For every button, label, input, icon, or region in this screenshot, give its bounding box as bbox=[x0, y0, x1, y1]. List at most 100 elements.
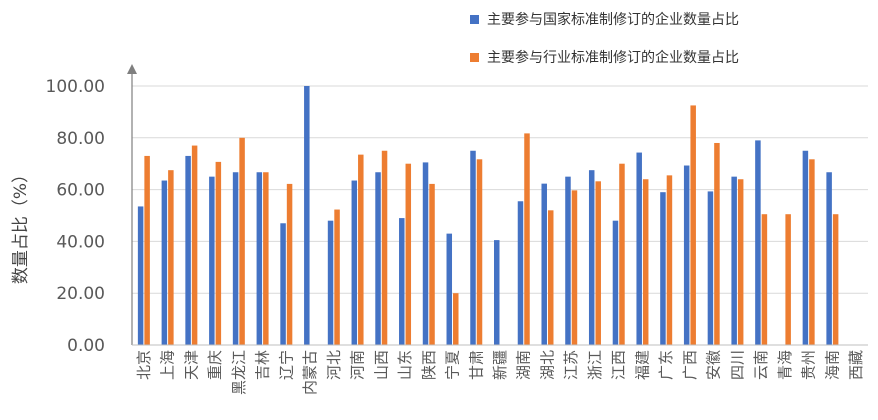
x-tick-label: 河南 bbox=[349, 350, 367, 380]
bar-industry bbox=[263, 172, 269, 345]
legend-label-industry: 主要参与行业标准制修订的企业数量占比 bbox=[487, 50, 739, 66]
bar-national bbox=[588, 170, 595, 345]
x-tick-label: 山东 bbox=[396, 350, 414, 380]
x-tick-label: 黑龙江 bbox=[230, 350, 248, 395]
bar-industry bbox=[429, 183, 435, 345]
bar-industry bbox=[334, 209, 340, 345]
bar-national bbox=[232, 172, 239, 345]
bar-national bbox=[731, 176, 737, 345]
bar-industry bbox=[619, 163, 625, 345]
legend: 主要参与国家标准制修订的企业数量占比 主要参与行业标准制修订的企业数量占比 bbox=[470, 6, 870, 82]
bar-national bbox=[446, 233, 453, 345]
bar-industry bbox=[714, 142, 720, 345]
y-tick-labels: 0.00 20.00 40.00 60.00 80.00 100.00 bbox=[46, 77, 105, 356]
x-tick-label: 天津 bbox=[182, 350, 200, 380]
x-tick-label: 浙江 bbox=[586, 350, 604, 380]
x-tick-label: 北京 bbox=[135, 350, 153, 380]
x-tick-label: 湖北 bbox=[538, 350, 556, 380]
x-tick-labels: 北京 上海 天津 重庆 黑龙江 吉林 辽宁 内蒙古 河北 河南 山西 山东 陕西 宁夏 甘肃 新疆 湖南 湖北 江苏… bbox=[135, 350, 865, 395]
x-tick-label: 广西 bbox=[681, 350, 699, 380]
x-tick-label: 江西 bbox=[610, 350, 628, 380]
bar-national bbox=[612, 220, 619, 345]
bar-national bbox=[683, 165, 690, 345]
bar-national bbox=[399, 218, 405, 345]
x-tick-label: 河北 bbox=[325, 350, 343, 380]
bar-national bbox=[351, 180, 358, 345]
bar-national bbox=[327, 220, 334, 345]
y-tick-label: 20.00 bbox=[56, 284, 105, 304]
bar-industry bbox=[405, 163, 412, 345]
axes bbox=[127, 64, 868, 346]
bar-industry bbox=[547, 210, 554, 345]
bar-national bbox=[422, 162, 429, 345]
x-tick-label: 湖南 bbox=[515, 350, 533, 380]
legend-swatch-industry bbox=[470, 52, 479, 62]
x-tick-label: 陕西 bbox=[420, 350, 438, 380]
bar-national bbox=[565, 176, 571, 345]
x-tick-label: 四川 bbox=[728, 350, 746, 380]
bar-industry bbox=[571, 190, 578, 345]
y-axis-arrow bbox=[127, 64, 137, 74]
bar-national bbox=[185, 155, 191, 345]
bar-industry bbox=[642, 179, 649, 345]
bar-national bbox=[304, 86, 310, 345]
bar-industry bbox=[239, 137, 245, 345]
x-tick-label: 云南 bbox=[752, 350, 770, 380]
x-tick-label: 吉林 bbox=[254, 350, 272, 380]
x-tick-label: 青海 bbox=[776, 350, 794, 380]
bar-industry bbox=[690, 105, 696, 345]
bar-national bbox=[802, 150, 809, 345]
bar-national bbox=[707, 191, 714, 345]
x-tick-label: 西藏 bbox=[847, 350, 865, 380]
x-tick-label: 重庆 bbox=[206, 350, 224, 380]
bar-industry bbox=[595, 181, 601, 345]
legend-item-national: 主要参与国家标准制修订的企业数量占比 bbox=[470, 6, 870, 32]
bar-industry bbox=[524, 133, 530, 345]
bars bbox=[137, 86, 839, 345]
x-tick-label: 辽宁 bbox=[277, 350, 295, 380]
x-tick-label: 山西 bbox=[372, 350, 390, 380]
bar-industry bbox=[215, 161, 222, 345]
y-axis-label: 数量占比（%） bbox=[11, 166, 31, 284]
bar-industry bbox=[168, 170, 174, 345]
bar-industry bbox=[785, 214, 791, 345]
bar-national bbox=[209, 176, 215, 345]
bar-national bbox=[826, 172, 832, 345]
y-tick-label: 40.00 bbox=[56, 232, 105, 252]
bar-national bbox=[375, 172, 381, 345]
bar-industry bbox=[832, 214, 839, 345]
x-tick-label: 广东 bbox=[657, 350, 675, 380]
bar-national bbox=[517, 201, 524, 345]
bar-industry bbox=[191, 145, 198, 345]
x-tick-label: 宁夏 bbox=[444, 350, 462, 380]
bar-industry bbox=[809, 159, 815, 345]
bar-industry bbox=[476, 159, 483, 345]
bar-industry bbox=[737, 179, 744, 345]
x-tick-label: 安徽 bbox=[705, 350, 723, 380]
bar-national bbox=[541, 183, 547, 345]
bar-national bbox=[280, 223, 286, 345]
y-tick-label: 0.00 bbox=[67, 336, 105, 356]
x-tick-label: 新疆 bbox=[491, 350, 509, 380]
x-tick-label: 海南 bbox=[823, 350, 841, 380]
gridlines bbox=[132, 85, 868, 294]
x-tick-label: 贵州 bbox=[800, 350, 818, 380]
legend-label-national: 主要参与国家标准制修订的企业数量占比 bbox=[487, 12, 739, 28]
bar-national bbox=[636, 152, 642, 345]
bar-national bbox=[660, 192, 666, 345]
bar-industry bbox=[286, 183, 293, 345]
bar-national bbox=[755, 140, 761, 345]
x-tick-label: 福建 bbox=[633, 350, 651, 380]
bar-national bbox=[137, 206, 144, 345]
legend-item-industry: 主要参与行业标准制修订的企业数量占比 bbox=[470, 44, 870, 70]
bar-national bbox=[161, 180, 168, 345]
y-tick-label: 80.00 bbox=[56, 129, 105, 149]
x-tick-label: 上海 bbox=[159, 350, 177, 380]
bar-industry bbox=[144, 155, 150, 345]
bar-national bbox=[470, 150, 476, 345]
y-tick-label: 100.00 bbox=[46, 77, 105, 97]
bar-industry bbox=[381, 150, 388, 345]
legend-swatch-national bbox=[470, 14, 479, 24]
x-tick-label: 内蒙古 bbox=[301, 350, 319, 395]
